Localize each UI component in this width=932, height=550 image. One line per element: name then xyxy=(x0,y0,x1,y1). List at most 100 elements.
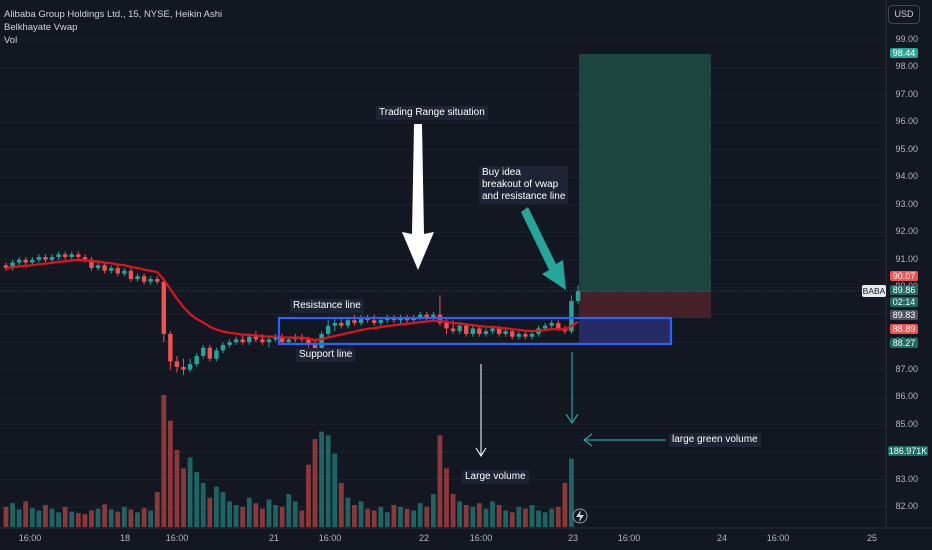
volume-bar xyxy=(36,510,42,527)
volume-bar xyxy=(549,508,555,527)
candle-body xyxy=(253,336,259,340)
candle-body xyxy=(483,331,489,334)
volume-bar xyxy=(523,508,528,527)
volume-bar xyxy=(220,492,226,527)
volume-bar xyxy=(450,494,456,527)
volume-bar xyxy=(49,508,55,527)
trading-range-box[interactable] xyxy=(277,316,673,346)
volume-bar xyxy=(292,501,298,527)
candle-body xyxy=(36,257,42,260)
candle-body xyxy=(247,336,252,343)
candle-body xyxy=(62,254,68,258)
volume-bar xyxy=(161,395,167,527)
buy-idea-label[interactable]: Buy idea breakout of vwap and resistance… xyxy=(479,166,569,204)
buy-idea-line-3: and resistance line xyxy=(482,191,566,202)
trading-range-label[interactable]: Trading Range situation xyxy=(376,106,488,120)
volume-bar xyxy=(411,510,417,527)
volume-bar xyxy=(490,501,495,527)
candle-body xyxy=(444,322,449,329)
volume-bar xyxy=(319,431,324,527)
price-tick: 97.00 xyxy=(895,88,918,99)
candle-body xyxy=(490,328,495,332)
volume-bar xyxy=(246,497,252,527)
volume-bar xyxy=(167,420,173,527)
time-tick: 18 xyxy=(119,533,131,543)
volume-label[interactable]: Vol xyxy=(4,35,18,46)
volume-bar xyxy=(260,508,265,527)
volume-bar xyxy=(128,509,134,527)
candle-body xyxy=(569,300,574,332)
time-tick: 16:00 xyxy=(318,533,342,543)
stop-zone xyxy=(579,292,711,318)
candle-body xyxy=(306,339,311,345)
large-green-volume-label[interactable]: large green volume xyxy=(669,433,761,447)
resistance-label[interactable]: Resistance line xyxy=(290,299,364,313)
candle-body xyxy=(161,281,166,334)
candle-body xyxy=(339,322,344,326)
price-tick: 91.00 xyxy=(895,253,918,264)
candle-body xyxy=(220,344,226,351)
time-tick: 16:00 xyxy=(469,533,493,543)
indicator-label[interactable]: Belkhayate Vwap xyxy=(4,22,78,33)
candle-body xyxy=(122,270,127,274)
volume-bar xyxy=(352,505,357,527)
candle-body xyxy=(141,276,147,282)
volume-bar xyxy=(555,506,561,527)
candle-body xyxy=(214,350,219,359)
volume-bar xyxy=(371,510,377,527)
candle-body xyxy=(108,268,114,271)
volume-bar xyxy=(187,457,193,527)
price-tick: 83.00 xyxy=(895,473,918,484)
candle-body xyxy=(345,320,351,326)
large-volume-label[interactable]: Large volume xyxy=(462,470,529,484)
candle-body xyxy=(23,259,28,263)
volume-bar xyxy=(194,472,200,527)
volume-bar xyxy=(115,511,121,527)
time-tick: 21 xyxy=(268,533,280,543)
currency-button[interactable]: USD xyxy=(888,5,920,24)
volume-bar xyxy=(3,506,9,527)
candle-body xyxy=(319,333,324,351)
volume-bar xyxy=(29,507,35,527)
support-label[interactable]: Support line xyxy=(296,348,356,362)
candle-body xyxy=(207,347,213,359)
volume-bar xyxy=(444,468,449,527)
volume-bar xyxy=(16,509,22,527)
candle-body xyxy=(187,364,193,370)
candle-body xyxy=(10,262,15,269)
volume-bar xyxy=(509,512,515,527)
candle-body xyxy=(148,278,153,282)
volume-bar xyxy=(279,506,285,527)
time-tick: 24 xyxy=(716,533,728,543)
volume-bar xyxy=(437,435,443,527)
volume-bar xyxy=(273,505,278,527)
green-volume-arrow-icon xyxy=(565,352,579,425)
range-fill xyxy=(579,318,671,344)
volume-bar xyxy=(207,497,213,527)
time-tick: 16:00 xyxy=(18,533,42,543)
volume-bar xyxy=(476,503,482,527)
volume-bar xyxy=(312,439,318,527)
volume-bar xyxy=(108,509,114,527)
candle-body xyxy=(464,325,469,334)
volume-bar xyxy=(398,506,403,527)
candle-body xyxy=(378,320,383,323)
volume-bar xyxy=(135,512,140,527)
candle-body xyxy=(477,328,482,334)
time-tick: 16:00 xyxy=(766,533,790,543)
volume-bar xyxy=(154,492,160,527)
volume-bar xyxy=(470,506,476,527)
volume-bar xyxy=(417,503,423,527)
symbol-title[interactable]: Alibaba Group Holdings Ltd., 15, NYSE, H… xyxy=(4,9,223,20)
candle-body xyxy=(181,366,186,370)
volume-bar xyxy=(227,501,232,527)
candle-body xyxy=(273,336,278,340)
volume-bar xyxy=(299,510,305,527)
candle-body xyxy=(174,361,180,367)
candle-body xyxy=(233,339,239,343)
volume-bar xyxy=(121,506,127,527)
candle-body xyxy=(240,339,245,343)
volume-bar xyxy=(75,513,81,527)
lightning-icon[interactable] xyxy=(572,508,588,524)
